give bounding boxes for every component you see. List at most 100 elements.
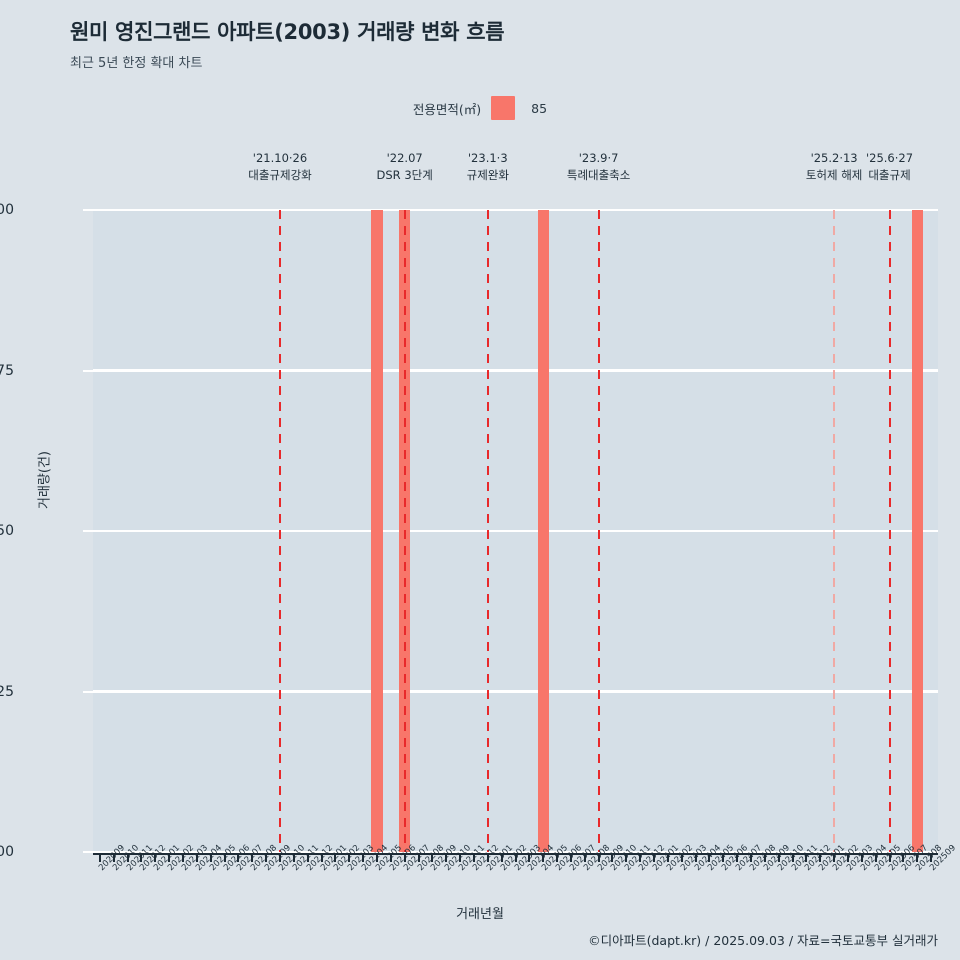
gridline: [93, 369, 938, 372]
event-date: '25.6·27: [865, 151, 914, 165]
x-axis-tick-mark: [459, 853, 462, 862]
y-axis-tick-label: 0.75: [0, 362, 14, 379]
bar-202205[interactable]: [371, 210, 383, 852]
y-axis-tick-mark: [83, 530, 93, 532]
x-axis-tick-mark: [763, 853, 766, 862]
x-axis-tick-mark: [237, 853, 240, 862]
x-axis-tick-mark: [126, 853, 129, 862]
y-axis-tick-mark: [83, 209, 93, 211]
x-axis-tick-mark: [279, 853, 281, 862]
x-axis-tick-mark: [833, 853, 836, 862]
gridline: [93, 850, 938, 854]
event-text: 대출규제: [868, 167, 911, 182]
event-annotation-202502: '25.2·13 토허제 해제: [806, 150, 863, 183]
event-date: '22.07: [386, 151, 423, 165]
y-axis-tick-label: 1.00: [0, 202, 14, 218]
x-axis-tick-mark: [680, 853, 683, 862]
x-axis-tick-mark: [819, 853, 822, 862]
x-axis-tick-mark: [888, 853, 891, 862]
x-axis-tick-mark: [916, 853, 919, 862]
x-axis-tick-mark: [375, 853, 378, 862]
x-axis-tick-mark: [860, 853, 863, 862]
x-axis-tick-mark: [486, 853, 489, 862]
legend: 전용면적(㎡) 85: [0, 96, 960, 120]
x-axis-tick-mark: [362, 853, 365, 862]
x-axis-tick-mark: [140, 853, 143, 862]
x-axis-tick-mark: [791, 853, 794, 862]
event-line-202309: [597, 210, 600, 852]
event-date: '23.1·3: [467, 151, 508, 165]
x-axis-tick-mark: [736, 853, 739, 862]
event-text: 규제완화: [466, 167, 509, 182]
x-axis-tick-mark: [320, 853, 323, 862]
event-annotation-202110: '21.10·26 대출규제강화: [248, 150, 311, 183]
event-text: DSR 3단계: [376, 167, 433, 182]
y-axis-tick-label: 0.25: [0, 683, 14, 700]
x-axis-tick-mark: [514, 853, 517, 862]
x-axis-tick-mark: [556, 853, 559, 862]
x-axis-tick-mark: [902, 853, 905, 862]
y-axis-tick-mark: [83, 851, 93, 853]
x-axis-tick-mark: [653, 853, 656, 862]
x-axis-tick-mark: [389, 853, 392, 862]
x-axis-tick-mark: [528, 853, 531, 862]
x-axis-tick-mark: [98, 853, 101, 862]
x-axis-tick-mark: [749, 853, 752, 862]
x-axis-tick-mark: [611, 853, 614, 862]
x-axis-tick-mark: [569, 853, 572, 862]
x-axis-tick-mark: [182, 853, 185, 862]
x-axis-tick-mark: [168, 853, 171, 862]
x-axis-tick-mark: [472, 853, 475, 862]
x-axis-tick-mark: [154, 853, 157, 862]
x-axis-tick-mark: [403, 853, 406, 862]
x-axis-tick-mark: [805, 853, 808, 862]
x-axis-tick-mark: [292, 853, 295, 862]
y-axis-tick-mark: [83, 690, 93, 693]
x-axis-tick-mark: [583, 853, 586, 862]
x-axis-tick-mark: [874, 853, 877, 862]
x-axis-tick-mark: [625, 853, 628, 862]
x-axis-tick-mark: [112, 853, 115, 862]
event-date: '21.10·26: [252, 151, 308, 165]
x-axis-tick-mark: [694, 853, 697, 862]
event-text: 대출규제강화: [248, 167, 312, 182]
y-axis-tick-label: 0.00: [0, 844, 14, 860]
event-annotation-202301: '23.1·3 규제완화: [467, 150, 509, 183]
x-axis-tick-mark: [306, 853, 309, 862]
x-axis-tick-mark: [265, 853, 268, 862]
x-axis-tick-mark: [334, 853, 337, 862]
y-axis-tick-label: 0.50: [0, 523, 14, 539]
bar-202508[interactable]: [911, 210, 923, 852]
plot-area: [93, 208, 938, 854]
x-axis-tick-mark: [777, 853, 780, 862]
x-axis-tick-mark: [348, 853, 351, 862]
x-axis-tick-mark: [500, 853, 503, 862]
event-line-202207: [403, 210, 406, 852]
event-text: 특례대출축소: [566, 167, 631, 182]
x-axis-tick-mark: [542, 853, 545, 862]
bar-202305[interactable]: [537, 210, 549, 852]
event-date: '25.2·13: [810, 151, 858, 165]
event-text: 토허제 해제: [805, 167, 863, 182]
event-annotation-202506: '25.6·27 대출규제: [866, 150, 913, 183]
x-axis-tick-mark: [417, 853, 420, 862]
x-axis-tick-mark: [223, 853, 226, 862]
event-line-202301: [486, 210, 489, 852]
y-axis-tick-mark: [83, 369, 93, 372]
x-axis-tick-mark: [722, 853, 725, 862]
event-line-202506: [888, 210, 891, 852]
x-axis-title: 거래년월: [456, 907, 504, 922]
gridline: [93, 529, 938, 533]
x-axis-tick-mark: [445, 853, 448, 862]
annotation-labels: '21.10·26 대출규제강화 '22.07 DSR 3단계 '23.1·3 규제완화 '…: [93, 150, 938, 210]
x-axis-tick-mark: [930, 853, 933, 862]
x-axis-tick-mark: [708, 853, 711, 862]
event-date: '23.9·7: [578, 151, 619, 165]
event-annotation-202207: '22.07 DSR 3단계: [377, 150, 433, 183]
x-axis-tick-mark: [597, 853, 600, 862]
x-axis-tick-mark: [846, 853, 849, 862]
event-line-202502: [833, 210, 836, 852]
x-axis-tick-mark: [431, 853, 434, 862]
event-line-202110: [279, 210, 281, 852]
